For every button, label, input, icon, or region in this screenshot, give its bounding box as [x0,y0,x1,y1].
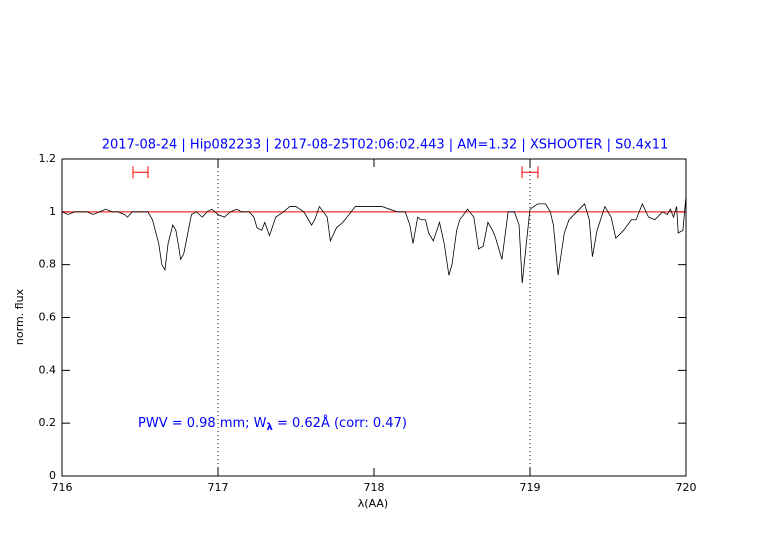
interval-marker [132,166,149,179]
y-tick-label: 0.4 [39,363,57,376]
y-tick-label: 0.8 [39,258,57,271]
y-tick-label: 1.2 [39,152,57,165]
y-tick-label: 0 [49,469,56,482]
x-tick-label: 717 [208,481,229,494]
interval-marker [521,166,539,179]
annotation-text: = 0.62Å (corr: 0.47) [273,415,407,431]
y-axis-label: norm. flux [13,288,26,345]
x-tick-label: 719 [520,481,541,494]
x-axis-label: λ(AA) [358,497,388,510]
x-tick-label: 716 [52,481,73,494]
y-tick-label: 0.6 [39,311,57,324]
annotation-subscript: λ [267,422,274,433]
annotation: PWV = 0.98 mm; Wλ = 0.62Å (corr: 0.47) [138,415,407,434]
chart-title: 2017-08-24 | Hip082233 | 2017-08-25T02:0… [102,138,669,153]
y-tick-label: 1 [49,205,56,218]
spectrum-line [61,195,687,284]
annotation-text: PWV = 0.98 mm; W [138,416,267,431]
x-tick-label: 718 [364,481,385,494]
x-tick-label: 720 [676,481,697,494]
y-tick-label: 0.2 [39,416,57,429]
